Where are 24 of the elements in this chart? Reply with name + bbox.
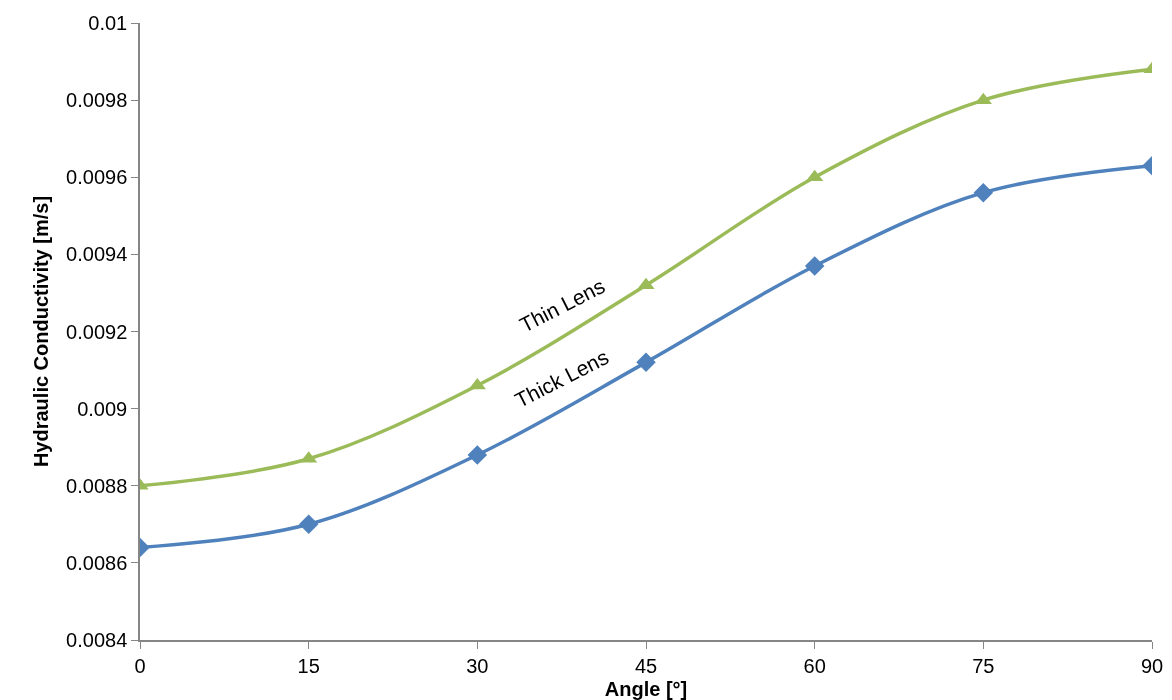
x-tick-label: 15 <box>297 654 320 677</box>
x-tick-label: 60 <box>803 654 826 677</box>
point <box>467 445 488 465</box>
x-tick-label: 75 <box>972 654 995 677</box>
point <box>804 256 825 276</box>
y-tick-label: 0.009 <box>77 397 128 420</box>
y-tick-label: 0.0098 <box>66 89 128 112</box>
y-tick-label: 0.0094 <box>66 243 128 266</box>
text: Thick Lens <box>511 345 613 412</box>
y-tick-label: 0.0086 <box>66 551 128 574</box>
x-tick-label: 90 <box>1140 654 1164 677</box>
y-tick-label: 0.0092 <box>66 320 128 343</box>
x-tick-label: 0 <box>134 654 146 677</box>
text: Thin Lens <box>515 274 609 337</box>
y-tick-label: 0.0084 <box>66 629 128 651</box>
y-tick-label: 0.01 <box>88 12 128 34</box>
y-tick-label: 0.0096 <box>66 166 128 189</box>
x-tick-label: 45 <box>634 654 658 677</box>
y-tick-label: 0.0088 <box>66 474 128 497</box>
point <box>468 377 486 390</box>
point <box>636 352 656 373</box>
y-axis-title: Hydraulic Conductivity [m/s] <box>30 195 53 468</box>
x-axis-title: Angle [°] <box>604 678 688 700</box>
x-tick-label: 30 <box>466 654 489 677</box>
